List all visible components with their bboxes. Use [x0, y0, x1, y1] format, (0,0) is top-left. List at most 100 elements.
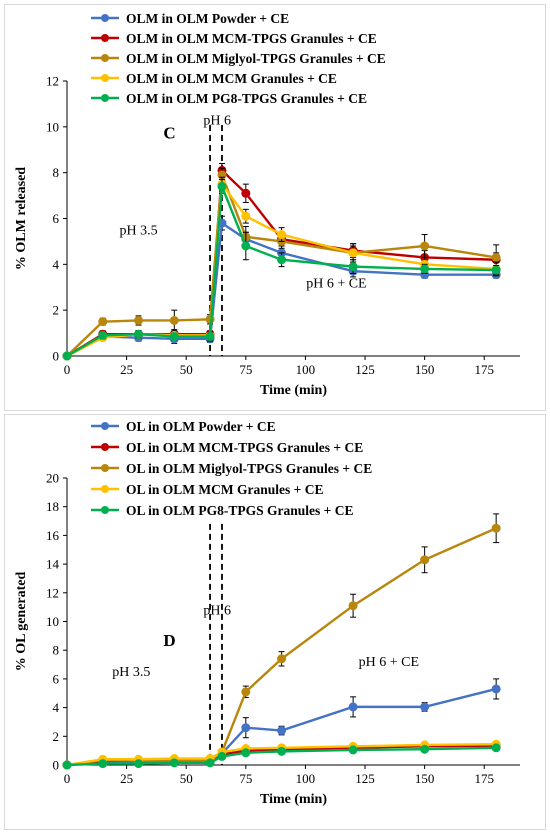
data-point	[277, 726, 287, 736]
annotation-label: pH 6	[203, 114, 231, 129]
chart-panel-c: 0 2 4 6 8 10 12 0 25 50 75 100 125 150 175 Time (min) % …	[4, 4, 546, 411]
x-tick-label: 50	[180, 771, 193, 786]
data-point	[98, 317, 108, 327]
data-point	[62, 760, 72, 770]
legend-swatch-marker	[101, 14, 109, 22]
data-point	[241, 188, 251, 198]
data-point	[420, 555, 430, 565]
data-point	[420, 702, 430, 712]
chart-panel-d: 0 2 4 6 8 10 12 14 16 18 20 0 25 50 75 100 125 150 175 Time…	[4, 414, 546, 830]
y-tick-label: 12	[46, 74, 59, 89]
data-point	[420, 241, 430, 251]
annotation-label: pH 6 + CE	[359, 655, 419, 670]
data-point	[241, 748, 251, 758]
legend-swatch-marker	[101, 94, 109, 102]
y-tick-label: 16	[46, 528, 60, 543]
data-point	[241, 687, 251, 697]
series-group	[62, 179, 501, 361]
legend-swatch-marker	[101, 74, 109, 82]
legend-swatch-marker	[101, 34, 109, 42]
annotation-label: pH 6	[203, 603, 231, 618]
data-point	[277, 255, 287, 265]
data-point	[134, 329, 144, 339]
legend-label: OLM in OLM Powder + CE	[126, 11, 289, 26]
legend-swatch-marker	[101, 464, 109, 472]
y-tick-label: 18	[46, 499, 59, 514]
legend-swatch-marker	[101, 443, 109, 451]
data-point	[348, 248, 358, 258]
data-point	[98, 330, 108, 340]
y-tick-label: 20	[46, 471, 59, 486]
legend-swatch-marker	[101, 506, 109, 514]
x-tick-label: 150	[415, 771, 435, 786]
legend-label: OL in OLM PG8-TPGS Granules + CE	[126, 503, 353, 518]
data-point	[241, 723, 251, 733]
chart-c-svg: 0 2 4 6 8 10 12 0 25 50 75 100 125 150 175 Time (min) % …	[14, 11, 520, 398]
data-point	[491, 523, 501, 533]
data-point	[348, 262, 358, 272]
legend-label: OLM in OLM MCM Granules + CE	[126, 71, 337, 86]
x-tick-label: 175	[474, 362, 494, 377]
chart-d-svg: 0 2 4 6 8 10 12 14 16 18 20 0 25 50 75 100 125 150 175 Time…	[14, 419, 520, 807]
x-tick-label: 150	[415, 362, 435, 377]
legend-swatch-marker	[101, 54, 109, 62]
legend-label: OL in OLM Powder + CE	[126, 419, 276, 434]
data-point	[62, 351, 72, 361]
data-point	[241, 241, 251, 251]
data-point	[491, 252, 501, 262]
y-tick-label: 14	[46, 557, 60, 572]
y-tick-label: 12	[46, 585, 59, 600]
y-tick-label: 4	[53, 257, 60, 272]
legend-label: OLM in OLM Miglyol-TPGS Granules + CE	[126, 51, 386, 66]
x-tick-label: 175	[474, 771, 494, 786]
y-axis-title: % OLM released	[14, 167, 29, 270]
legend-label: OL in OLM Miglyol-TPGS Granules + CE	[126, 461, 372, 476]
legend-label: OLM in OLM PG8-TPGS Granules + CE	[126, 91, 367, 106]
data-point	[491, 743, 501, 753]
x-tick-label: 100	[296, 771, 316, 786]
y-tick-label: 8	[53, 643, 60, 658]
data-point	[277, 230, 287, 240]
x-tick-label: 0	[64, 771, 71, 786]
annotation-label: pH 3.5	[119, 224, 157, 239]
data-point	[134, 315, 144, 325]
x-tick-label: 50	[180, 362, 193, 377]
data-point	[98, 759, 108, 769]
x-tick-label: 0	[64, 362, 71, 377]
data-point	[277, 746, 287, 756]
series-line	[66, 185, 497, 358]
data-point	[217, 181, 227, 191]
x-tick-label: 25	[120, 362, 133, 377]
legend-label: OLM in OLM MCM-TPGS Granules + CE	[126, 31, 377, 46]
x-tick-label: 75	[239, 362, 252, 377]
y-tick-label: 2	[53, 303, 60, 318]
y-axis-title: % OL generated	[14, 572, 29, 672]
data-point	[217, 751, 227, 761]
data-point	[277, 654, 287, 664]
data-point	[348, 601, 358, 611]
y-tick-label: 0	[53, 349, 60, 364]
x-axis-title: Time (min)	[260, 383, 327, 398]
y-tick-label: 0	[53, 758, 60, 773]
panel-letter: C	[163, 123, 175, 142]
panel-letter: D	[163, 631, 175, 650]
y-tick-label: 10	[46, 614, 59, 629]
data-point	[205, 758, 215, 768]
y-tick-label: 10	[46, 119, 59, 134]
data-point	[348, 745, 358, 755]
data-point	[169, 758, 179, 768]
y-tick-label: 6	[53, 211, 60, 226]
data-point	[169, 332, 179, 342]
x-axis-title: Time (min)	[260, 792, 327, 807]
x-tick-label: 100	[296, 362, 316, 377]
y-tick-label: 2	[53, 729, 60, 744]
x-tick-label: 25	[120, 771, 133, 786]
data-point	[420, 264, 430, 274]
y-tick-label: 6	[53, 671, 60, 686]
data-point	[205, 332, 215, 342]
data-point	[348, 702, 358, 712]
legend-label: OL in OLM MCM-TPGS Granules + CE	[126, 440, 363, 455]
x-tick-label: 75	[239, 771, 252, 786]
y-tick-label: 4	[53, 700, 60, 715]
x-tick-label: 125	[355, 771, 375, 786]
